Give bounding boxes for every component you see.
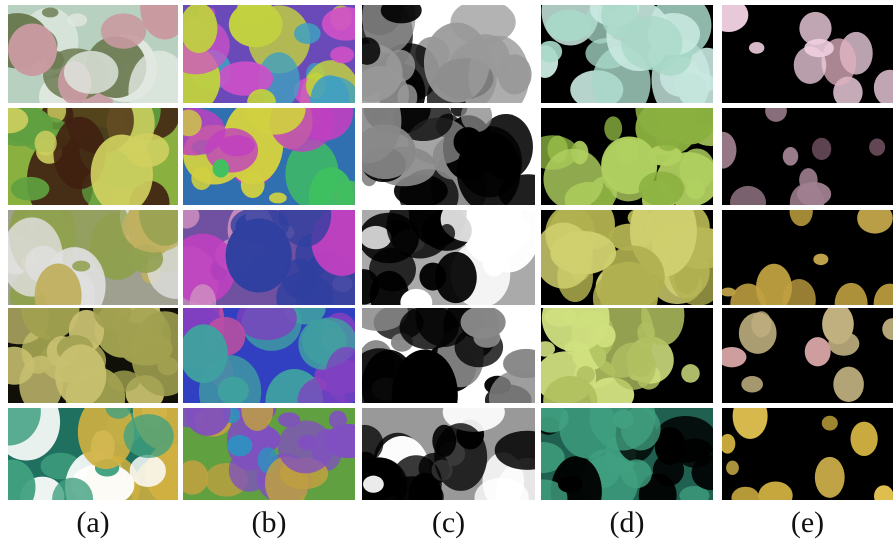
texture-blob [639,171,684,206]
texture-blob [241,172,265,198]
texture-blob [653,454,684,486]
texture-blob [812,138,831,160]
texture-blob [686,180,705,200]
texture-blob [124,414,174,458]
texture-blob [577,366,595,383]
texture-blob [543,149,603,210]
texture-blob [833,367,864,402]
texture-blob [439,224,455,243]
texture-blob [330,47,354,64]
texture-blob [726,461,739,475]
texture-blob [804,39,834,57]
texture-blob [231,207,289,243]
texture-blob [822,416,838,431]
texture-blob [191,166,211,190]
texture-blob [399,305,458,349]
texture-blob [278,420,334,473]
texture-blob [435,252,477,303]
column-label: (e) [791,506,824,539]
texture-blob [35,131,57,156]
texture-blob [282,259,318,299]
texture-blob [797,182,831,206]
texture-blob [227,435,252,456]
texture-blob [558,476,583,493]
texture-blob [363,476,384,493]
texture-blob [869,139,885,156]
texture-blob [550,231,616,274]
texture-blob [681,364,700,383]
texture-blob [8,24,57,77]
figure: (a) (b) (c) (d) (e) [0,0,895,542]
texture-blob [637,322,655,344]
texture-blob [621,459,652,488]
texture-blob [11,177,50,201]
texture-blob [621,406,661,450]
texture-blob [269,193,287,204]
texture-blob [720,434,736,454]
texture-blob [180,3,218,53]
texture-blob [546,10,592,42]
texture-blob [72,261,90,272]
texture-blob [434,423,487,491]
image-cell [720,393,894,509]
image-cell [708,0,895,108]
column-label: (c) [432,506,465,539]
texture-blob [749,42,764,54]
texture-blob [101,13,146,48]
texture-blob [67,13,87,26]
image-cell [709,100,893,222]
texture-blob [611,343,656,390]
texture-blob [805,337,831,366]
texture-blob [213,159,229,177]
texture-blob [130,455,166,487]
column-label: (a) [76,506,109,539]
texture-blob [538,41,562,63]
texture-blob [815,457,845,498]
image-cell [717,304,895,403]
texture-blob [294,23,321,44]
texture-blob [783,147,798,166]
texture-blob [461,306,506,339]
texture-blob [91,135,153,214]
texture-blob [180,324,228,383]
texture-blob [55,344,106,406]
texture-blob [656,126,680,151]
column-label: (b) [252,506,287,539]
texture-blob [64,51,119,94]
texture-blob [741,376,763,393]
texture-blob [850,422,877,456]
texture-blob [822,304,854,344]
image-cell [532,0,731,120]
texture-blob [813,254,828,266]
texture-blob [751,311,771,337]
image-grid [0,0,895,537]
texture-blob [457,131,521,212]
texture-blob [604,116,622,140]
texture-blob [42,7,59,17]
column-label: (d) [610,506,645,539]
texture-blob [594,324,616,347]
